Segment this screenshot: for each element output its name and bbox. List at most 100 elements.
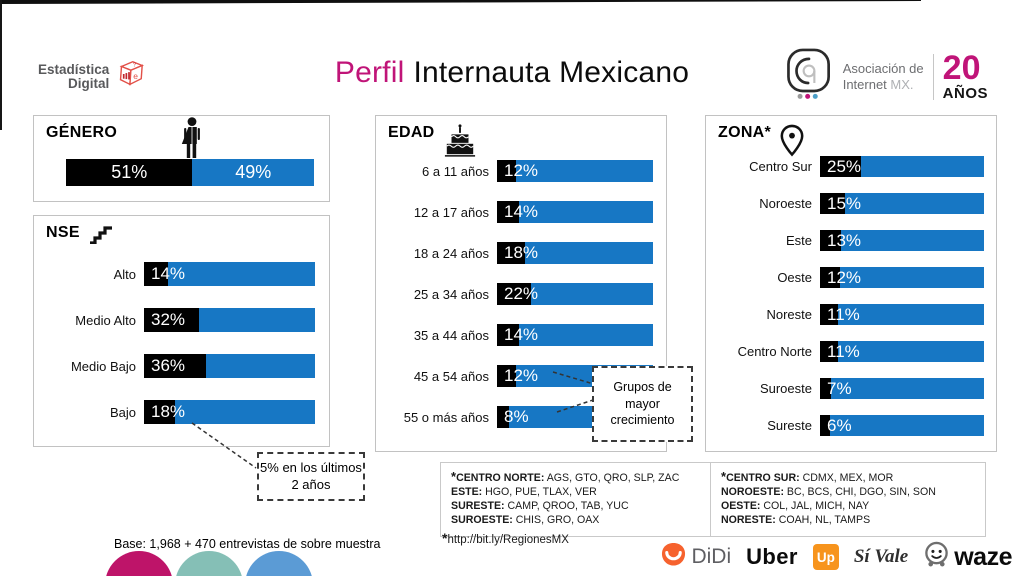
footnote-text: COL, JAL, MICH, NAY (760, 499, 870, 512)
aimx-years-label: AÑOS (942, 84, 988, 102)
zona-bar: 12% (820, 267, 984, 288)
zona-row: Oeste 12% (714, 267, 984, 288)
didi-icon (661, 542, 686, 572)
decorative-circle-teal (175, 551, 243, 576)
nse-bar: 36% (144, 354, 315, 378)
footnote-regions-center: *CENTRO NORTE: AGS, GTO, QRO, SLP, ZAC E… (440, 462, 718, 537)
waze-icon (923, 541, 950, 573)
footnote-label: CENTRO SUR: (726, 472, 800, 484)
regions-url-text: http://bit.ly/RegionesMX (447, 534, 569, 546)
aimx-name-suffix: MX. (890, 77, 914, 92)
zona-value: 12% (827, 267, 862, 287)
footnote-label: OESTE: (721, 499, 761, 512)
zona-bar: 6% (820, 415, 984, 436)
svg-text:?: ? (133, 62, 136, 68)
nse-row: Medio Alto 32% (44, 308, 315, 332)
callout-growth-text: Grupos de mayor crecimiento (610, 379, 675, 428)
nse-value: 18% (151, 402, 186, 421)
zona-row: Centro Norte 11% (714, 341, 984, 362)
edad-label: 12 a 17 años (413, 204, 489, 220)
zona-title: ZONA* (718, 124, 772, 141)
footnote-text: CDMX, MEX, MOR (799, 472, 894, 484)
asterisk: * (451, 469, 457, 484)
map-pin-icon (779, 124, 805, 162)
didi-logo: DiDi (661, 542, 731, 572)
zona-label: Sureste (767, 418, 812, 433)
nse-label: Medio Bajo (70, 358, 136, 374)
regions-url-note: *http://bit.ly/RegionesMX (442, 530, 569, 546)
left-edge-decoration (0, 0, 2, 130)
stairs-icon (88, 224, 114, 249)
nse-title: NSE (46, 224, 80, 241)
edad-label: 25 a 34 años (413, 286, 489, 302)
nse-row: Alto 14% (44, 262, 315, 286)
zona-bar: 7% (820, 378, 984, 399)
footnote-text: BC, BCS, CHI, DGO, SIN, SON (783, 485, 936, 498)
footnote-text: CHIS, GRO, OAX (512, 513, 600, 526)
top-ribbon-decoration (0, 0, 921, 4)
footnote-text: COAH, NL, TAMPS (775, 513, 871, 526)
nse-value: 14% (151, 264, 186, 283)
footnote-label: SUROESTE: (451, 513, 513, 526)
footnote-label: CENTRO NORTE: (456, 472, 545, 484)
edad-value: 14% (504, 325, 539, 344)
zona-bar: 13% (820, 230, 984, 251)
decorative-circle-pink (105, 551, 173, 576)
nse-label: Bajo (109, 404, 136, 420)
aimx-years-number: 20 (942, 49, 981, 88)
zona-label: Noreste (766, 307, 812, 322)
aimx-name-line1: Asociación de (842, 61, 924, 77)
aimx-name-line2: Internet (842, 77, 887, 92)
cake-icon (443, 124, 477, 162)
zona-value: 11% (827, 341, 860, 361)
footnote-text: AGS, GTO, QRO, SLP, ZAC (544, 472, 680, 484)
panel-nse: NSE Alto 14% Medio Alto 32% Medio Bajo 3… (33, 215, 330, 447)
zona-value: 11% (827, 304, 860, 324)
edad-row: 35 a 44 años 14% (384, 324, 653, 346)
page-title: Perfil Internauta Mexicano (0, 56, 1024, 90)
zona-row: Suroeste 7% (714, 378, 984, 399)
waze-logo: waze (923, 541, 1012, 573)
edad-value: 8% (504, 407, 529, 426)
edad-value: 12% (504, 161, 539, 180)
edad-bar: 22% (497, 283, 653, 305)
brand-line2: Digital (68, 75, 110, 91)
gender-segment-blue: 49% (192, 159, 314, 186)
zona-value: 7% (827, 378, 852, 398)
edad-value: 18% (504, 243, 539, 262)
edad-label: 45 a 54 años (413, 368, 489, 384)
callout-nse-text: 5% en los últimos 2 años (260, 459, 362, 492)
edad-bar: 12% (497, 160, 653, 182)
edad-row: 25 a 34 años 22% (384, 283, 653, 305)
edad-value: 22% (504, 284, 539, 303)
zona-value: 6% (827, 415, 852, 435)
svg-text:e: e (134, 71, 139, 81)
zona-label: Este (785, 233, 812, 248)
zona-bar: 11% (820, 341, 984, 362)
zona-row: Noroeste 15% (714, 193, 984, 214)
nse-label: Medio Alto (75, 312, 136, 328)
panel-genero: GÉNERO 51% 49% (33, 115, 330, 202)
aimx-at-icon (784, 46, 834, 108)
nse-bar: 18% (144, 400, 315, 424)
estadistica-digital-logo: Estadística Digital e ? (38, 58, 145, 95)
footnote-regions-right: *CENTRO SUR: CDMX, MEX, MOR NOROESTE: BC… (710, 462, 986, 537)
base-note: Base: 1,968 + 470 entrevistas de sobre m… (114, 537, 381, 551)
zona-label: Centro Norte (737, 344, 812, 359)
gender-bar: 51% 49% (66, 159, 314, 186)
zona-row: Este 13% (714, 230, 984, 251)
asterisk: * (442, 530, 448, 546)
aimx-divider (932, 54, 934, 100)
waze-wordmark: waze (954, 542, 1012, 571)
brand-line1: Estadística (38, 61, 110, 77)
footnote-text: HGO, PUE, TLAX, VER (482, 485, 597, 498)
footnote-text: CAMP, QROO, TAB, YUC (504, 499, 629, 512)
edad-bar: 14% (497, 201, 653, 223)
zona-value: 25% (827, 156, 862, 176)
edad-label: 6 a 11 años (422, 163, 489, 179)
didi-wordmark: DiDi (691, 545, 732, 568)
panel-zona: ZONA* Centro Sur 25% Noroeste 15% Este 1… (705, 115, 997, 452)
callout-nse-note: 5% en los últimos 2 años (257, 452, 365, 501)
nse-value: 32% (151, 310, 186, 329)
nse-row: Bajo 18% (44, 400, 315, 424)
